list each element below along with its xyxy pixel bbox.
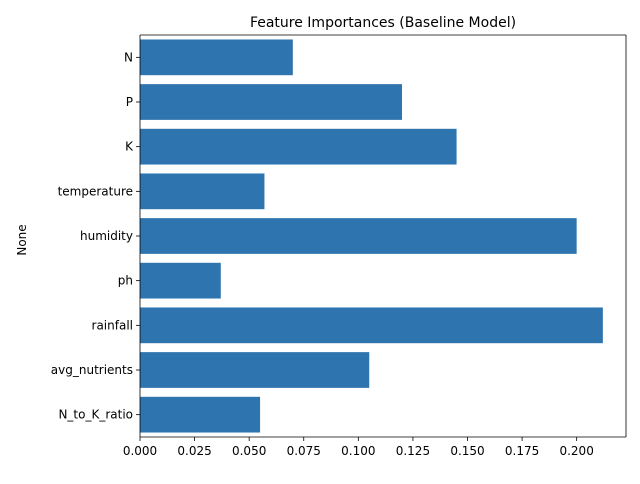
bar-humidity (140, 218, 577, 254)
y-tick-label: avg_nutrients (51, 363, 133, 377)
bar-n-to-k-ratio (140, 396, 261, 433)
x-tick-label: 0.150 (450, 444, 484, 458)
bar-p (140, 84, 402, 120)
y-tick-label: N (124, 50, 133, 64)
bar-n (140, 39, 293, 76)
y-tick-label: K (125, 140, 134, 154)
x-tick-label: 0.125 (396, 444, 430, 458)
x-tick-label: 0.075 (287, 444, 321, 458)
bar-rainfall (140, 307, 603, 344)
bar-k (140, 128, 457, 165)
x-tick-label: 0.200 (559, 444, 593, 458)
y-tick-label: N_to_K_ratio (58, 408, 133, 422)
x-tick-label: 0.175 (505, 444, 539, 458)
y-tick-label: ph (118, 274, 133, 288)
x-tick-label: 0.050 (232, 444, 266, 458)
chart-title: Feature Importances (Baseline Model) (250, 15, 516, 31)
y-tick-label: temperature (58, 184, 133, 198)
y-tick-label: rainfall (92, 318, 133, 332)
x-tick-label: 0.025 (177, 444, 211, 458)
bar-ph (140, 262, 221, 299)
bars-layer (140, 39, 603, 433)
bar-avg-nutrients (140, 352, 370, 388)
y-axis-label: None (15, 224, 29, 255)
x-tick-label: 0.100 (341, 444, 375, 458)
y-tick-label: humidity (80, 229, 133, 243)
x-tick-label: 0.000 (123, 444, 157, 458)
y-tick-label: P (126, 95, 133, 109)
bar-temperature (140, 173, 265, 210)
